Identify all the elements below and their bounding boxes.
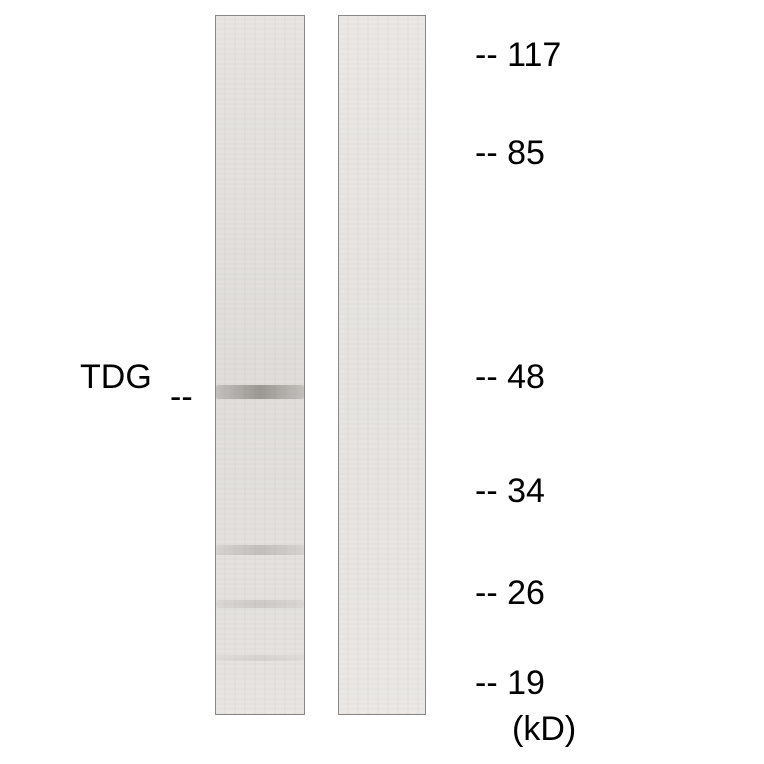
lane-texture-v bbox=[216, 15, 304, 715]
marker-26: -- 26 bbox=[475, 574, 545, 613]
marker-tick: -- bbox=[475, 134, 498, 173]
marker-34: -- 34 bbox=[475, 472, 545, 511]
band-faint-2 bbox=[216, 600, 304, 608]
band-tdg bbox=[216, 385, 304, 399]
marker-tick: -- bbox=[475, 36, 498, 75]
marker-value: 117 bbox=[507, 36, 561, 74]
marker-value: 48 bbox=[507, 358, 545, 396]
lane-texture-v bbox=[339, 15, 425, 715]
protein-tick: -- bbox=[170, 378, 193, 417]
blot-container: TDG -- -- 117 -- 85 -- 48 -- 34 -- 26 --… bbox=[0, 0, 764, 764]
marker-19: -- 19 bbox=[475, 664, 545, 703]
marker-value: 34 bbox=[507, 472, 545, 510]
marker-value: 85 bbox=[507, 134, 545, 172]
lane-2 bbox=[338, 15, 426, 715]
unit-label: (kD) bbox=[512, 710, 576, 749]
marker-tick: -- bbox=[475, 472, 498, 511]
marker-85: -- 85 bbox=[475, 134, 545, 173]
marker-117: -- 117 bbox=[475, 36, 561, 75]
marker-48: -- 48 bbox=[475, 358, 545, 397]
protein-label: TDG bbox=[80, 358, 152, 397]
marker-tick: -- bbox=[475, 574, 498, 613]
marker-value: 26 bbox=[507, 574, 545, 612]
lane-1 bbox=[215, 15, 305, 715]
band-faint-1 bbox=[216, 545, 304, 555]
band-faint-3 bbox=[216, 655, 304, 661]
marker-tick: -- bbox=[475, 664, 498, 703]
marker-tick: -- bbox=[475, 358, 498, 397]
marker-value: 19 bbox=[507, 664, 545, 702]
